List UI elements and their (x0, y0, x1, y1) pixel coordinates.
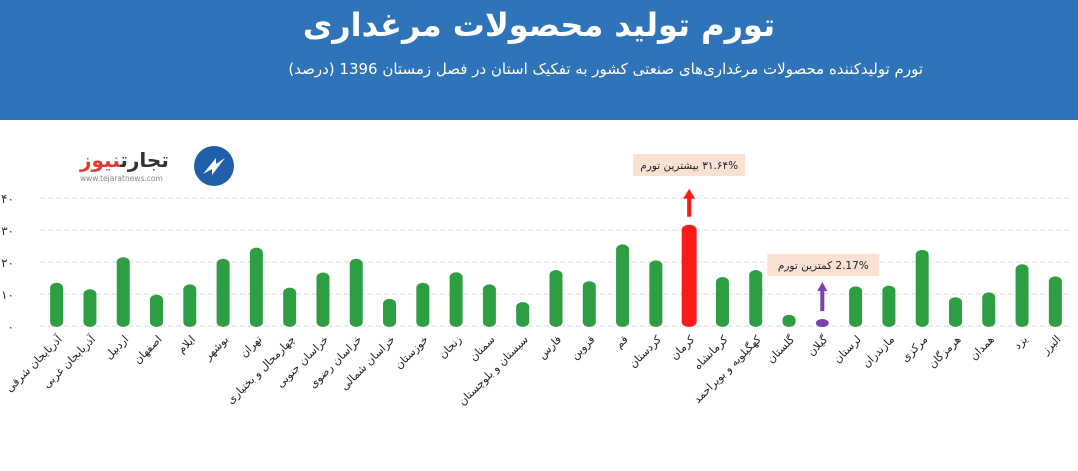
bar (982, 292, 996, 327)
bar (549, 270, 563, 327)
logo-name-part1: تجارت (120, 148, 169, 172)
x-tick-label: زنجان (436, 333, 464, 361)
chart-title: تورم تولید محصولات مرغداری (302, 6, 776, 44)
logo: تجارتنیوز www.tejaratnews.com (80, 146, 238, 192)
y-tick-label: ۱۰ (1, 288, 14, 302)
bar (681, 224, 697, 327)
bar (216, 258, 230, 327)
min-callout: 2.17% کمترین تورم (767, 254, 880, 276)
bar (715, 277, 729, 327)
bar (782, 314, 796, 327)
x-tick-label: گلستان (764, 332, 797, 365)
x-tick-label: کردستان (626, 332, 664, 370)
y-tick-label: ۳۰ (1, 224, 14, 238)
x-tick-label: قم (613, 333, 631, 351)
min-arrow-head (817, 282, 828, 292)
bar (83, 289, 97, 327)
bar (150, 294, 164, 327)
bar (482, 284, 496, 327)
x-tick-label: مرکزی (899, 333, 931, 365)
bar (383, 298, 397, 327)
header-banner: تورم تولید محصولات مرغداری تورم تولیدکنن… (0, 0, 1078, 120)
x-tick-label: مازندران (860, 333, 897, 370)
x-tick-label: گیلان (805, 332, 831, 358)
y-tick-label: ۰ (8, 320, 14, 334)
max-callout-label: ۳۱.۶۴% بیشترین تورم (640, 160, 738, 172)
x-tick-label: کرمان (668, 332, 698, 362)
x-tick-label: یزد (1011, 333, 1030, 352)
bar (915, 249, 929, 327)
x-tick-label: فارس (536, 333, 565, 362)
bar (882, 285, 896, 327)
bar (815, 319, 829, 327)
max-callout-box (633, 154, 746, 176)
y-tick-label: ۲۰ (1, 256, 14, 270)
bar (349, 258, 363, 327)
bar (749, 270, 763, 327)
x-tick-label: البرز (1039, 333, 1064, 358)
min-callout-box (767, 254, 880, 276)
bar (849, 286, 863, 327)
bar (50, 282, 64, 327)
bar (616, 244, 630, 327)
max-callout: ۳۱.۶۴% بیشترین تورم (633, 154, 746, 176)
logo-icon (194, 146, 234, 186)
x-tick-label: همدان (967, 333, 997, 363)
x-tick-label: سمنان (467, 333, 498, 364)
bar (283, 287, 297, 327)
x-tick-label: اردبیل (102, 333, 131, 362)
x-tick-label: آذربایجان شرقی (2, 332, 65, 395)
logo-name-part2: نیوز (80, 148, 121, 172)
max-arrow-head (683, 188, 696, 199)
bar (183, 284, 197, 327)
bar (449, 272, 463, 327)
bar (948, 297, 962, 327)
bar (516, 302, 530, 327)
bar (249, 247, 263, 327)
bar (116, 257, 130, 327)
x-tick-label: بوشهر (201, 333, 231, 363)
bar (416, 282, 430, 327)
bar (1048, 276, 1062, 327)
x-tick-label: هرمزگان (926, 333, 964, 371)
x-tick-label: قزوین (568, 333, 597, 362)
bar (1015, 264, 1029, 327)
min-callout-label: 2.17% کمترین تورم (778, 260, 869, 272)
x-tick-label: تهران (237, 333, 264, 360)
bar (582, 281, 596, 327)
bar (649, 260, 663, 327)
logo-text: تجارتنیوز (80, 148, 169, 172)
logo-url: www.tejaratnews.com (80, 174, 163, 183)
x-tick-label: خوزستان (392, 333, 431, 372)
bar (316, 272, 330, 327)
x-tick-label: اصفهان (131, 333, 165, 367)
y-tick-label: ۴۰ (1, 192, 14, 206)
x-tick-label: ایلام (175, 333, 198, 356)
chart-subtitle: تورم تولیدکننده محصولات مرغداری‌های صنعت… (288, 60, 923, 78)
